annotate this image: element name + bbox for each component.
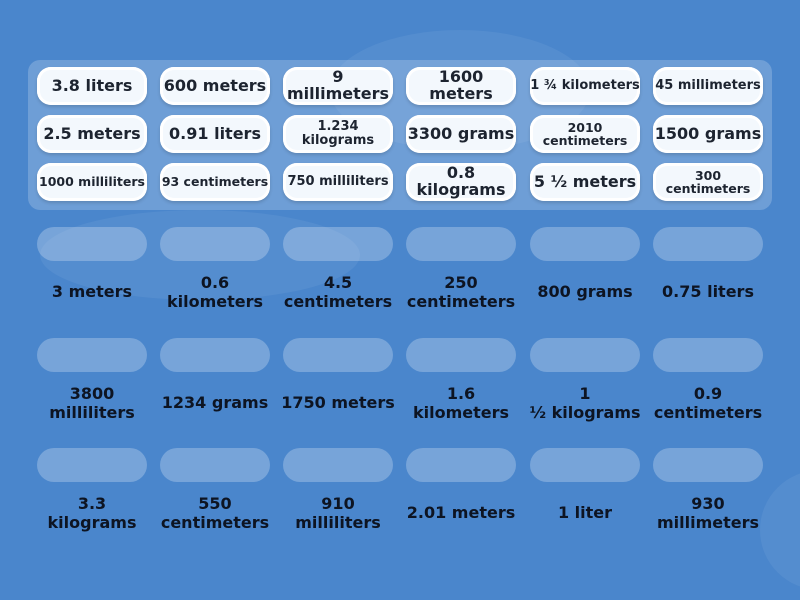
target-label: 250 centimeters [406, 272, 516, 311]
drop-slot[interactable] [653, 227, 763, 261]
draggable-tile[interactable]: 2.5 meters [37, 115, 147, 153]
draggable-tile[interactable]: 45 millimeters [653, 67, 763, 105]
draggable-tile[interactable]: 300 centimeters [653, 163, 763, 201]
target-label: 3.3 kilograms [47, 493, 137, 532]
draggable-tile[interactable]: 0.91 liters [160, 115, 270, 153]
target-label: 550 centimeters [160, 493, 270, 532]
drop-slot[interactable] [406, 338, 516, 372]
target-label: 3 meters [51, 282, 133, 302]
draggable-tile[interactable]: 0.8 kilograms [406, 163, 516, 201]
target-label: 1234 grams [161, 393, 269, 413]
draggable-tile[interactable]: 750 milliliters [283, 163, 393, 201]
draggable-tile[interactable]: 5 ½ meters [530, 163, 640, 201]
target-label: 3800 milliliters [49, 383, 135, 422]
drop-slot[interactable] [653, 338, 763, 372]
drop-slot[interactable] [530, 448, 640, 482]
drop-slot[interactable] [160, 448, 270, 482]
drop-slot[interactable] [37, 338, 147, 372]
draggable-tile[interactable]: 1600 meters [406, 67, 516, 105]
target-label: 1.6 kilometers [412, 383, 510, 422]
drop-slot[interactable] [37, 448, 147, 482]
drop-slot[interactable] [160, 338, 270, 372]
draggable-tile[interactable]: 93 centimeters [160, 163, 270, 201]
target-label: 800 grams [537, 282, 633, 302]
draggable-tile[interactable]: 1.234 kilograms [283, 115, 393, 153]
drop-slot[interactable] [530, 338, 640, 372]
drop-slot[interactable] [283, 338, 393, 372]
draggable-tile[interactable]: 9 millimeters [283, 67, 393, 105]
target-label: 930 millimeters [656, 493, 760, 532]
target-label: 0.9 centimeters [653, 383, 763, 422]
draggable-tile[interactable]: 600 meters [160, 67, 270, 105]
target-label: 4.5 centimeters [283, 272, 393, 311]
target-label: 0.75 liters [662, 282, 754, 302]
drop-slot[interactable] [160, 227, 270, 261]
draggable-tile[interactable]: 3300 grams [406, 115, 516, 153]
drop-slot[interactable] [283, 227, 393, 261]
drop-slot[interactable] [283, 448, 393, 482]
background-cloud [40, 210, 360, 300]
draggable-tile[interactable]: 1 ¾ kilometers [530, 67, 640, 105]
drop-slot[interactable] [406, 448, 516, 482]
target-label: 0.6 kilometers [166, 272, 264, 311]
drop-slot[interactable] [653, 448, 763, 482]
drop-slot[interactable] [37, 227, 147, 261]
draggable-tile[interactable]: 1500 grams [653, 115, 763, 153]
target-label: 1750 meters [281, 393, 395, 413]
drop-slot[interactable] [406, 227, 516, 261]
target-label: 1 liter [557, 503, 613, 523]
target-label: 2.01 meters [406, 503, 516, 523]
draggable-tile[interactable]: 2010 centimeters [530, 115, 640, 153]
draggable-tile[interactable]: 3.8 liters [37, 67, 147, 105]
target-label: 910 milliliters [295, 493, 381, 532]
drop-slot[interactable] [530, 227, 640, 261]
draggable-tile[interactable]: 1000 milliliters [37, 163, 147, 201]
tile-bank [28, 60, 772, 210]
